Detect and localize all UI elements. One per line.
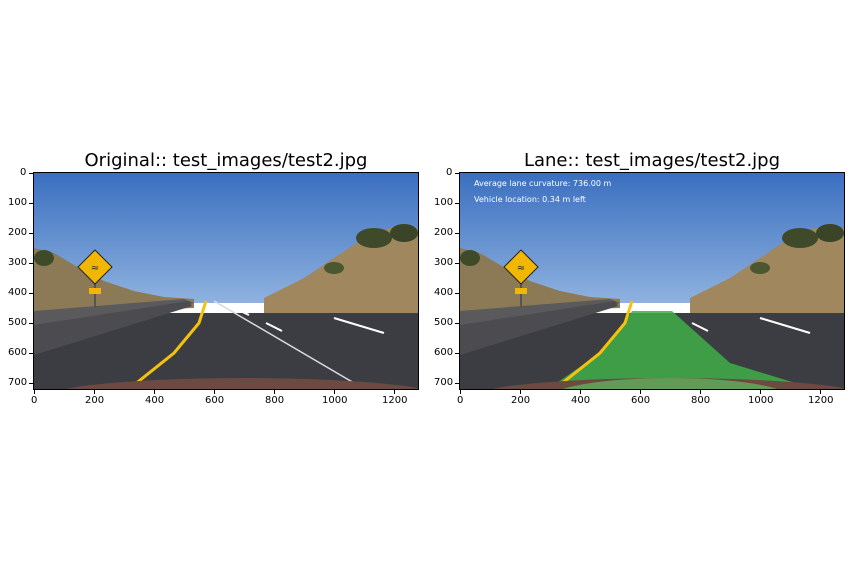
y-tick-label: 200 xyxy=(8,227,28,238)
original-road-image: ≈ xyxy=(34,173,418,389)
y-tick-label: 500 xyxy=(8,317,28,328)
x-tick-label: 1000 xyxy=(748,395,774,406)
y-tick-label: 300 xyxy=(8,257,28,268)
y-tick-label: 400 xyxy=(8,287,28,298)
x-tick-label: 400 xyxy=(145,395,165,406)
y-tick-label: 100 xyxy=(8,197,28,208)
y-tick-label: 700 xyxy=(8,377,28,388)
lane-title: Lane:: test_images/test2.jpg xyxy=(523,150,781,171)
y-tick-label: 500 xyxy=(434,317,454,328)
x-tick-label: 1000 xyxy=(322,395,348,406)
svg-text:≈: ≈ xyxy=(517,263,525,274)
original-panel: Original:: test_images/test2.jpg xyxy=(8,150,419,406)
y-tick-label: 700 xyxy=(434,377,454,388)
y-tick-label: 0 xyxy=(446,167,453,178)
lane-panel: Lane:: test_images/test2.jpg xyxy=(432,0,864,576)
x-tick-label: 800 xyxy=(265,395,285,406)
y-tick-label: 0 xyxy=(20,167,27,178)
y-tick-label: 300 xyxy=(434,257,454,268)
curvature-readout: Average lane curvature: 736.00 m xyxy=(474,179,612,188)
vehicle-location-readout: Vehicle location: 0.34 m left xyxy=(474,195,586,204)
x-tick-label: 800 xyxy=(691,395,711,406)
x-tick-label: 0 xyxy=(457,395,464,406)
x-tick-label: 1200 xyxy=(808,395,834,406)
x-tick-label: 200 xyxy=(511,395,531,406)
original-title: Original:: test_images/test2.jpg xyxy=(84,150,368,171)
lane-road-image: ≈ Average lane curvature: 736.00 m Vehic… xyxy=(460,173,844,389)
y-tick-label: 200 xyxy=(434,227,454,238)
x-tick-label: 400 xyxy=(571,395,591,406)
x-tick-label: 0 xyxy=(31,395,38,406)
x-tick-label: 200 xyxy=(85,395,105,406)
y-tick-label: 600 xyxy=(434,347,454,358)
x-tick-label: 1200 xyxy=(382,395,408,406)
x-tick-label: 600 xyxy=(205,395,225,406)
y-tick-label: 100 xyxy=(434,197,454,208)
svg-text:≈: ≈ xyxy=(91,263,99,274)
y-tick-label: 600 xyxy=(8,347,28,358)
y-tick-label: 400 xyxy=(434,287,454,298)
x-tick-label: 600 xyxy=(631,395,651,406)
